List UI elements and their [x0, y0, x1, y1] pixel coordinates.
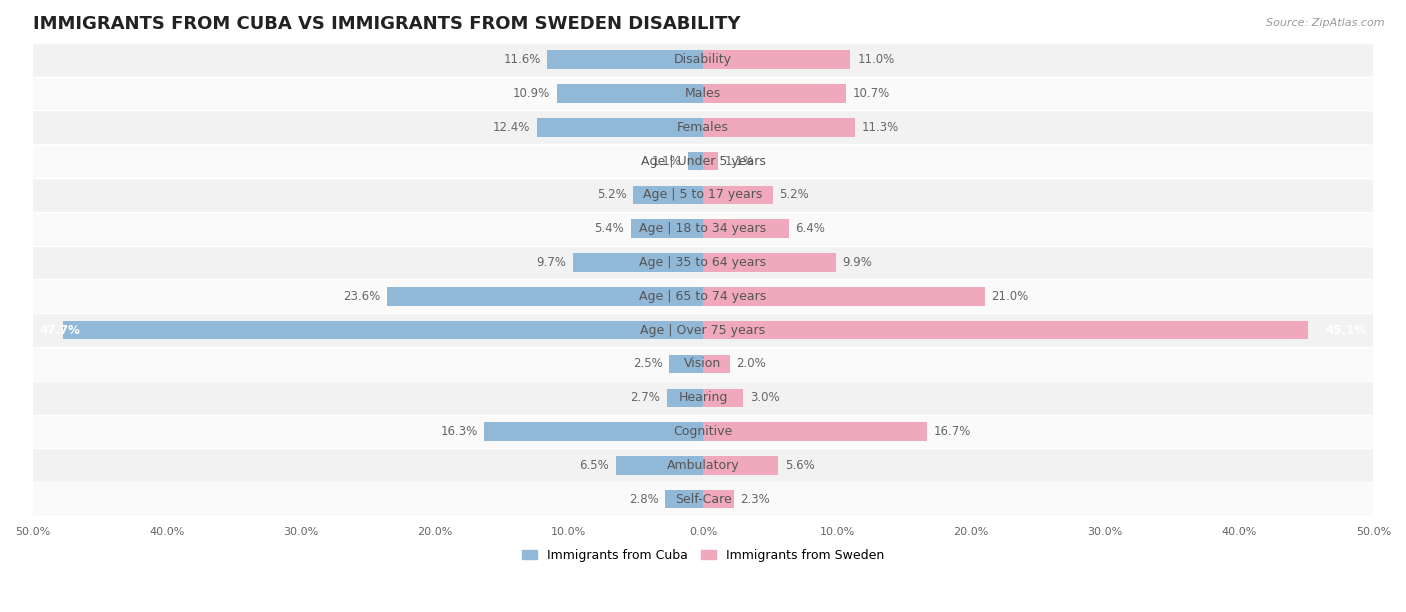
Text: Age | 18 to 34 years: Age | 18 to 34 years [640, 222, 766, 235]
Text: 45.1%: 45.1% [1326, 324, 1367, 337]
Text: 47.7%: 47.7% [39, 324, 80, 337]
Text: 23.6%: 23.6% [343, 290, 380, 303]
Bar [32, 381, 1374, 415]
Text: Age | 65 to 74 years: Age | 65 to 74 years [640, 290, 766, 303]
Bar [631, 220, 703, 238]
Bar [32, 212, 1374, 245]
Text: 2.8%: 2.8% [628, 493, 659, 506]
Bar [547, 51, 703, 69]
Bar [32, 178, 1374, 212]
Text: Age | Under 5 years: Age | Under 5 years [641, 155, 765, 168]
Bar [669, 355, 703, 373]
Text: 5.2%: 5.2% [596, 188, 627, 201]
Text: Vision: Vision [685, 357, 721, 370]
Text: 1.1%: 1.1% [724, 155, 755, 168]
Text: 2.5%: 2.5% [633, 357, 662, 370]
Bar [689, 152, 703, 171]
Bar [32, 415, 1374, 449]
Text: Males: Males [685, 87, 721, 100]
Bar [703, 389, 744, 407]
Bar [32, 449, 1374, 482]
Bar [387, 287, 703, 305]
Text: 3.0%: 3.0% [749, 391, 779, 405]
Legend: Immigrants from Cuba, Immigrants from Sweden: Immigrants from Cuba, Immigrants from Sw… [517, 543, 889, 567]
Bar [703, 185, 773, 204]
Text: Self-Care: Self-Care [675, 493, 731, 506]
Bar [616, 456, 703, 475]
Bar [537, 118, 703, 136]
Text: Cognitive: Cognitive [673, 425, 733, 438]
Bar [703, 84, 846, 103]
Text: 11.3%: 11.3% [862, 121, 898, 134]
Bar [485, 422, 703, 441]
Bar [32, 347, 1374, 381]
Bar [703, 490, 734, 509]
Text: Ambulatory: Ambulatory [666, 459, 740, 472]
Text: 2.0%: 2.0% [737, 357, 766, 370]
Bar [557, 84, 703, 103]
Bar [703, 422, 927, 441]
Bar [703, 118, 855, 136]
Text: 11.6%: 11.6% [503, 53, 541, 66]
Bar [665, 490, 703, 509]
Text: 6.5%: 6.5% [579, 459, 609, 472]
Text: 5.2%: 5.2% [779, 188, 810, 201]
Text: 16.7%: 16.7% [934, 425, 972, 438]
Text: Age | 5 to 17 years: Age | 5 to 17 years [644, 188, 762, 201]
Text: 5.4%: 5.4% [595, 222, 624, 235]
Bar [633, 185, 703, 204]
Bar [666, 389, 703, 407]
Text: 11.0%: 11.0% [858, 53, 894, 66]
Text: IMMIGRANTS FROM CUBA VS IMMIGRANTS FROM SWEDEN DISABILITY: IMMIGRANTS FROM CUBA VS IMMIGRANTS FROM … [32, 15, 740, 33]
Text: 5.6%: 5.6% [785, 459, 814, 472]
Text: 10.7%: 10.7% [853, 87, 890, 100]
Bar [574, 253, 703, 272]
Bar [32, 280, 1374, 313]
Text: Age | 35 to 64 years: Age | 35 to 64 years [640, 256, 766, 269]
Bar [703, 321, 1308, 340]
Text: Age | Over 75 years: Age | Over 75 years [641, 324, 765, 337]
Bar [32, 43, 1374, 76]
Bar [703, 152, 717, 171]
Bar [63, 321, 703, 340]
Bar [703, 456, 778, 475]
Text: Hearing: Hearing [678, 391, 728, 405]
Bar [703, 51, 851, 69]
Text: 9.7%: 9.7% [536, 256, 567, 269]
Text: 12.4%: 12.4% [492, 121, 530, 134]
Text: 16.3%: 16.3% [440, 425, 478, 438]
Bar [32, 144, 1374, 178]
Text: 9.9%: 9.9% [842, 256, 872, 269]
Text: 2.3%: 2.3% [741, 493, 770, 506]
Bar [703, 220, 789, 238]
Text: 10.9%: 10.9% [513, 87, 550, 100]
Bar [32, 482, 1374, 516]
Bar [32, 313, 1374, 347]
Text: Females: Females [678, 121, 728, 134]
Text: 1.1%: 1.1% [651, 155, 682, 168]
Text: 6.4%: 6.4% [796, 222, 825, 235]
Bar [703, 253, 835, 272]
Bar [32, 111, 1374, 144]
Text: Disability: Disability [673, 53, 733, 66]
Bar [32, 76, 1374, 111]
Text: Source: ZipAtlas.com: Source: ZipAtlas.com [1267, 18, 1385, 28]
Text: 2.7%: 2.7% [630, 391, 659, 405]
Bar [703, 287, 984, 305]
Bar [703, 355, 730, 373]
Bar [32, 245, 1374, 280]
Text: 21.0%: 21.0% [991, 290, 1029, 303]
